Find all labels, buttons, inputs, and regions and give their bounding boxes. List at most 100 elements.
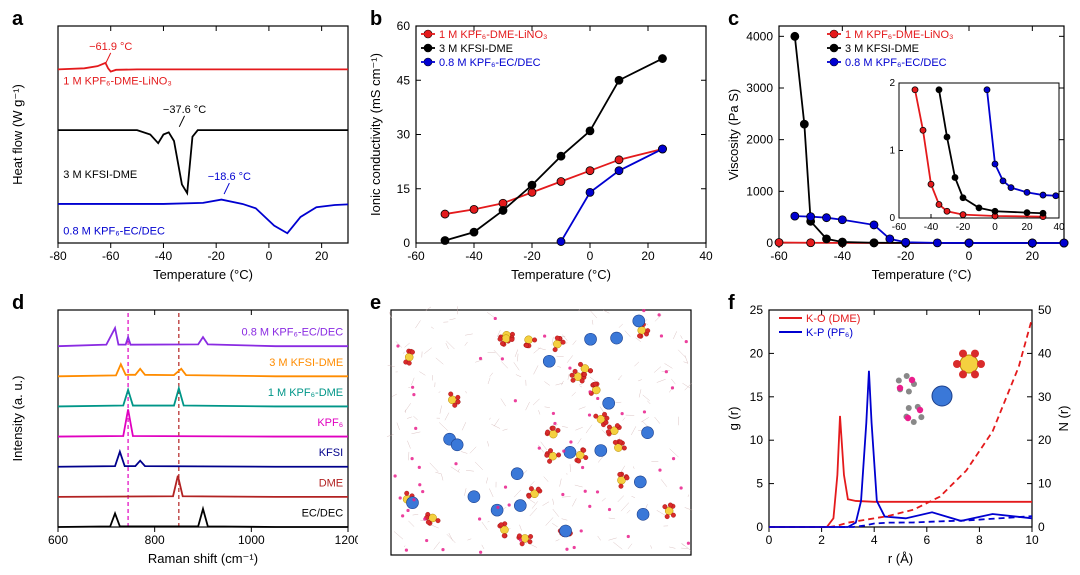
svg-text:2: 2 (889, 78, 895, 89)
panel-letter-f: f (728, 292, 735, 315)
svg-text:4: 4 (871, 533, 878, 547)
svg-text:15: 15 (750, 389, 764, 403)
svg-text:1200: 1200 (335, 533, 358, 547)
panel-a: a -80 -60 -40 -20 0 20 Temperature (°C) Heat fl… (8, 8, 358, 284)
panel-letter-d: d (12, 292, 24, 315)
svg-text:-40: -40 (465, 249, 483, 263)
panel-b: b -60-40-2002040015304560Temperature (°C… (366, 8, 716, 284)
svg-text:0: 0 (966, 249, 973, 263)
panel-letter-e: e (370, 292, 381, 315)
panel-letter-c: c (728, 8, 739, 31)
chart-dsc: -80 -60 -40 -20 0 20 Temperature (°C) Heat flow… (8, 8, 358, 283)
svg-text:20: 20 (1021, 222, 1033, 233)
svg-text:Heat flow (W g⁻¹): Heat flow (W g⁻¹) (10, 84, 25, 185)
svg-text:-20: -20 (897, 249, 915, 263)
svg-text:25: 25 (750, 303, 764, 317)
svg-text:Intensity (a. u.): Intensity (a. u.) (10, 375, 25, 461)
panel-e: e (366, 292, 716, 568)
svg-text:0: 0 (403, 236, 410, 250)
svg-text:KFSI: KFSI (319, 447, 343, 459)
svg-text:g (r): g (r) (726, 406, 741, 430)
svg-text:600: 600 (48, 533, 68, 547)
panel-f: f 02468100510152025r (Å)g (r)01020304050… (724, 292, 1074, 568)
svg-text:EC/DEC: EC/DEC (302, 507, 344, 519)
svg-text:K-P (PF₆): K-P (PF₆) (806, 327, 853, 339)
svg-text:6: 6 (923, 533, 930, 547)
svg-text:−37.6 °C: −37.6 °C (163, 104, 206, 116)
svg-text:10: 10 (1038, 476, 1052, 490)
svg-text:r (Å): r (Å) (888, 551, 913, 566)
svg-text:8: 8 (976, 533, 983, 547)
chart-raman: 600 800 1000 1200 Raman shift (cm⁻¹) Intensit… (8, 292, 358, 567)
svg-text:DME: DME (319, 477, 343, 489)
svg-text:−18.6 °C: −18.6 °C (208, 171, 251, 183)
svg-text:10: 10 (1025, 533, 1039, 547)
svg-text:-40: -40 (924, 222, 939, 233)
svg-text:0.8 M KPF₆-EC/DEC: 0.8 M KPF₆-EC/DEC (845, 57, 947, 69)
svg-text:3 M KFSI-DME: 3 M KFSI-DME (269, 356, 343, 368)
svg-text:0: 0 (756, 520, 763, 534)
svg-text:30: 30 (397, 128, 411, 142)
svg-text:3 M KFSI-DME: 3 M KFSI-DME (439, 43, 513, 55)
chart-rdf: 02468100510152025r (Å)g (r)01020304050N … (724, 292, 1074, 567)
svg-text:800: 800 (145, 533, 165, 547)
svg-text:Ionic conductivity (mS cm⁻¹): Ionic conductivity (mS cm⁻¹) (368, 53, 383, 216)
svg-text:60: 60 (397, 19, 411, 33)
svg-text:Raman shift (cm⁻¹): Raman shift (cm⁻¹) (148, 551, 258, 566)
svg-text:1 M KPF₆-DME-LiNO₃: 1 M KPF₆-DME-LiNO₃ (63, 76, 172, 88)
svg-text:KPF₆: KPF₆ (317, 417, 343, 429)
svg-text:0: 0 (266, 249, 273, 263)
svg-text:Temperature (°C): Temperature (°C) (153, 267, 253, 282)
svg-text:20: 20 (1026, 249, 1040, 263)
md-snapshot (366, 292, 716, 567)
svg-text:0: 0 (766, 533, 773, 547)
svg-text:40: 40 (1053, 222, 1065, 233)
svg-text:0: 0 (992, 222, 998, 233)
svg-text:-20: -20 (523, 249, 541, 263)
svg-text:-60: -60 (102, 249, 120, 263)
svg-text:5: 5 (756, 476, 763, 490)
svg-text:40: 40 (1038, 346, 1052, 360)
svg-text:0: 0 (587, 249, 594, 263)
svg-text:1: 1 (889, 146, 895, 157)
panel-letter-b: b (370, 8, 382, 31)
svg-text:0: 0 (1038, 520, 1045, 534)
svg-text:1000: 1000 (746, 184, 773, 198)
svg-text:10: 10 (750, 433, 764, 447)
panel-d: d 600 800 1000 1200 Raman shift (cm⁻¹) Intens… (8, 292, 358, 568)
svg-text:20: 20 (315, 249, 329, 263)
svg-text:-20: -20 (208, 249, 226, 263)
chart-viscosity: -60-40-2002001000200030004000Temperature… (724, 8, 1074, 283)
svg-text:-80: -80 (49, 249, 67, 263)
svg-text:0: 0 (889, 213, 895, 224)
svg-text:3 M KFSI-DME: 3 M KFSI-DME (845, 43, 919, 55)
svg-text:20: 20 (750, 346, 764, 360)
svg-text:0.8 M KPF₆-EC/DEC: 0.8 M KPF₆-EC/DEC (439, 57, 541, 69)
svg-text:-60: -60 (407, 249, 425, 263)
svg-text:0.8 M KPF₆-EC/DEC: 0.8 M KPF₆-EC/DEC (63, 225, 165, 237)
svg-text:15: 15 (397, 182, 411, 196)
svg-text:1 M KPF₆-DME: 1 M KPF₆-DME (268, 386, 343, 398)
svg-text:20: 20 (1038, 433, 1052, 447)
svg-text:1 M KPF₆-DME-LiNO₃: 1 M KPF₆-DME-LiNO₃ (439, 29, 548, 41)
svg-text:Viscosity (Pa S): Viscosity (Pa S) (726, 89, 741, 181)
svg-text:1 M KPF₆-DME-LiNO₃: 1 M KPF₆-DME-LiNO₃ (845, 29, 954, 41)
svg-text:3000: 3000 (746, 81, 773, 95)
svg-text:2000: 2000 (746, 133, 773, 147)
svg-text:-20: -20 (956, 222, 971, 233)
svg-text:Temperature (°C): Temperature (°C) (872, 267, 972, 282)
svg-text:40: 40 (699, 249, 713, 263)
svg-text:1000: 1000 (238, 533, 265, 547)
svg-text:4000: 4000 (746, 29, 773, 43)
svg-text:-40: -40 (834, 249, 852, 263)
svg-text:-40: -40 (155, 249, 173, 263)
panel-letter-a: a (12, 8, 23, 31)
svg-text:Temperature (°C): Temperature (°C) (511, 267, 611, 282)
svg-text:3 M KFSI-DME: 3 M KFSI-DME (63, 169, 137, 181)
svg-text:0.8 M KPF₆-EC/DEC: 0.8 M KPF₆-EC/DEC (242, 326, 344, 338)
svg-text:50: 50 (1038, 303, 1052, 317)
svg-text:-60: -60 (770, 249, 788, 263)
chart-conductivity: -60-40-2002040015304560Temperature (°C)I… (366, 8, 716, 283)
svg-text:30: 30 (1038, 389, 1052, 403)
svg-text:0: 0 (766, 236, 773, 250)
